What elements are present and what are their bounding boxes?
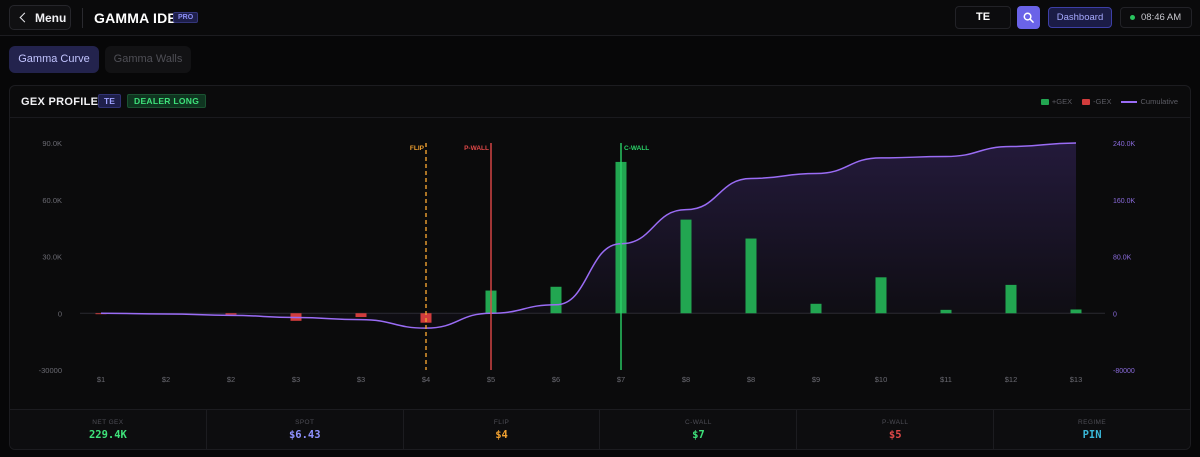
app-title: GAMMA IDE xyxy=(94,10,177,26)
positive-gex-bar xyxy=(1005,284,1017,314)
panel-title: GEX PROFILE xyxy=(21,96,99,108)
tab-gamma-curve[interactable]: Gamma Curve xyxy=(9,46,99,73)
stat-label: C-WALL xyxy=(685,419,712,426)
top-bar: Menu GAMMA IDE PRO TE Dashboard 08:46 AM xyxy=(0,0,1200,36)
ticker-input[interactable]: TE xyxy=(955,6,1011,29)
positive-gex-bar xyxy=(940,309,952,314)
dashboard-button[interactable]: Dashboard xyxy=(1048,7,1112,28)
legend-label: +GEX xyxy=(1051,97,1073,106)
positive-gex-bar xyxy=(875,277,887,314)
search-icon xyxy=(1023,12,1034,23)
stat-label: P-WALL xyxy=(882,419,909,426)
cumulative-area xyxy=(101,143,1076,329)
positive-gex-bar xyxy=(810,303,822,314)
legend-swatch xyxy=(1040,98,1049,105)
stat-net-gex: NET GEX 229.4K xyxy=(10,410,207,449)
x-axis-tick: $13 xyxy=(1070,375,1083,384)
chart-legend: +GEX -GEX Cumulative xyxy=(1040,97,1178,106)
y-axis-tick-right: 240.0K xyxy=(1113,141,1136,148)
y-axis-tick-right: -80000 xyxy=(1113,368,1135,375)
cumulative-line xyxy=(100,142,1077,329)
stat-label: REGIME xyxy=(1078,419,1107,426)
stat-value: $6.43 xyxy=(288,429,321,441)
x-axis-tick: $3 xyxy=(292,375,300,384)
menu-label: Menu xyxy=(35,10,67,25)
negative-gex-bar xyxy=(355,313,367,318)
stat-p-wall: P-WALL $5 xyxy=(797,410,995,449)
legend-label: Cumulative xyxy=(1140,97,1178,106)
stat-value: $4 xyxy=(495,429,508,441)
regime-badge: DEALER LONG xyxy=(127,94,207,108)
x-axis-tick: $3 xyxy=(357,375,365,384)
stat-label: FLIP xyxy=(493,419,510,426)
x-axis-tick: $9 xyxy=(812,375,820,384)
panel-header: GEX PROFILE TE DEALER LONG +GEX -GEX Cum… xyxy=(10,86,1190,118)
legend-item-cumulative: Cumulative xyxy=(1121,97,1178,106)
positive-gex-bar xyxy=(680,219,692,314)
ticker-badge: TE xyxy=(98,94,121,108)
y-axis-tick-left: 60.0K xyxy=(42,196,62,205)
positive-gex-bar xyxy=(745,238,757,314)
stat-c-wall: C-WALL $7 xyxy=(600,410,798,449)
gex-chart[interactable]: 90.0K 60.0K 30.0K 0 -30000 240.0K 160.0K 80.0K 0… xyxy=(10,119,1190,409)
stat-regime: REGIME PIN xyxy=(994,410,1190,449)
positive-gex-bar xyxy=(1070,309,1082,314)
x-axis-tick: $7 xyxy=(617,375,625,384)
legend-item-positive: +GEX xyxy=(1040,97,1073,106)
legend-label: -GEX xyxy=(1093,97,1112,106)
x-axis-tick: $12 xyxy=(1005,375,1018,384)
x-axis-tick: $2 xyxy=(162,375,170,384)
x-axis-tick: $4 xyxy=(422,375,430,384)
x-axis-tick: $2 xyxy=(227,375,235,384)
tab-gamma-walls[interactable]: Gamma Walls xyxy=(105,46,191,73)
x-axis-tick: $8 xyxy=(682,375,690,384)
y-axis-tick-right: 0 xyxy=(1113,311,1117,318)
x-axis-tick: $10 xyxy=(875,375,888,384)
marker-label: C-WALL xyxy=(624,145,649,152)
stat-flip: FLIP $4 xyxy=(404,410,601,449)
stat-spot: SPOT $6.43 xyxy=(207,410,404,449)
live-status-dot xyxy=(1130,15,1135,20)
y-axis-tick-left: 30.0K xyxy=(42,253,62,262)
x-axis-tick: $6 xyxy=(552,375,560,384)
x-axis-tick: $8 xyxy=(747,375,755,384)
clock-indicator: 08:46 AM xyxy=(1120,7,1192,28)
stat-value: $7 xyxy=(692,429,705,441)
y-axis-tick-right: 80.0K xyxy=(1113,255,1132,262)
clock-time: 08:46 AM xyxy=(1141,12,1182,23)
negative-gex-bar xyxy=(225,313,237,315)
y-axis-tick-left: 90.0K xyxy=(42,139,62,148)
positive-gex-bar xyxy=(550,286,562,314)
stat-value: $5 xyxy=(888,429,902,441)
pro-badge: PRO xyxy=(173,12,199,23)
legend-item-negative: -GEX xyxy=(1082,97,1111,106)
header-divider xyxy=(82,8,83,28)
y-axis-tick-right: 160.0K xyxy=(1113,198,1136,205)
stats-bar: NET GEX 229.4K SPOT $6.43 FLIP $4 C-WALL… xyxy=(10,409,1190,449)
stat-label: NET GEX xyxy=(92,419,124,426)
stat-value: 229.4K xyxy=(88,429,127,441)
legend-swatch xyxy=(1082,98,1091,105)
chevron-left-icon xyxy=(19,12,30,23)
stat-label: SPOT xyxy=(295,419,315,426)
y-axis-tick-left: -30000 xyxy=(39,366,62,375)
negative-gex-bar xyxy=(420,313,432,323)
legend-line xyxy=(1121,100,1138,103)
y-axis-tick-left: 0 xyxy=(58,309,62,318)
x-axis-tick: $5 xyxy=(487,375,495,384)
search-button[interactable] xyxy=(1017,6,1040,29)
x-axis-tick: $11 xyxy=(940,375,952,384)
gex-profile-panel: GEX PROFILE TE DEALER LONG +GEX -GEX Cum… xyxy=(9,85,1191,450)
marker-label: P-WALL xyxy=(464,145,489,152)
menu-button[interactable]: Menu xyxy=(9,5,71,30)
x-axis-tick: $1 xyxy=(97,375,105,384)
marker-label: FLIP xyxy=(410,145,425,152)
stat-value: PIN xyxy=(1082,429,1102,441)
